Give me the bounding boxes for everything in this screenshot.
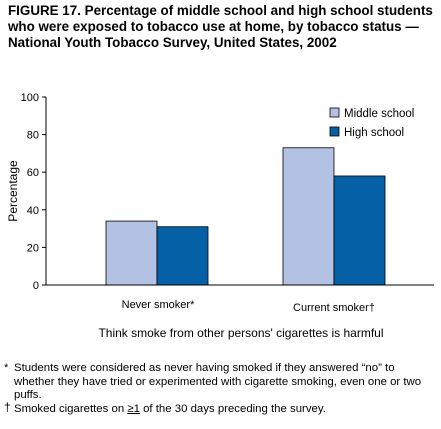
x-axis-title: Think smoke from other persons' cigarett… — [98, 326, 383, 340]
footnote-current-smoker-pre: Smoked cigarettes on — [14, 402, 128, 415]
legend-label-middle-school: Middle school — [344, 108, 414, 120]
bar-chart: 0 20 40 60 80 100 Percentage Think smoke from… — [6, 92, 434, 340]
y-tick-label: 60 — [27, 167, 39, 179]
footnote-current-smoker: † Smoked cigarettes on ≥1 of the 30 days… — [4, 399, 438, 417]
y-tick-label: 0 — [33, 280, 39, 292]
footnote-current-smoker-threshold: ≥1 — [127, 402, 140, 415]
bar-high-school-never-smoker — [156, 226, 209, 286]
footnotes: * Students were considered as never havi… — [4, 362, 438, 416]
legend-swatch-middle-school — [329, 107, 340, 118]
y-tick-label: 20 — [27, 242, 39, 254]
footnote-never-smoker-text: Students were considered as never having… — [14, 362, 422, 402]
legend-swatch-high-school — [329, 126, 340, 137]
footnote-dagger-mark: † — [4, 399, 11, 414]
bars — [105, 147, 386, 286]
x-tick-label-never-smoker: Never smoker* — [122, 299, 195, 311]
bar-middle-school-current-smoker — [282, 147, 335, 286]
bar-middle-school-never-smoker — [105, 220, 158, 286]
footnote-current-smoker-post: of the 30 days preceding the survey. — [139, 402, 326, 415]
y-tick-label: 100 — [21, 92, 39, 104]
legend: Middle school High school — [329, 107, 414, 139]
figure-title: FIGURE 17. Percentage of middle school a… — [8, 3, 433, 51]
y-axis-title: Percentage — [6, 160, 20, 222]
y-axis-ticks: 0 20 40 60 80 100 — [21, 92, 46, 292]
y-tick-label: 40 — [27, 205, 39, 217]
y-tick-label: 80 — [27, 130, 39, 142]
footnote-asterisk-mark: * — [4, 362, 9, 374]
footnote-never-smoker: * Students were considered as never havi… — [4, 362, 438, 403]
legend-label-high-school: High school — [344, 127, 404, 139]
x-tick-label-current-smoker: Current smoker† — [293, 302, 375, 314]
bar-high-school-current-smoker — [333, 175, 386, 286]
